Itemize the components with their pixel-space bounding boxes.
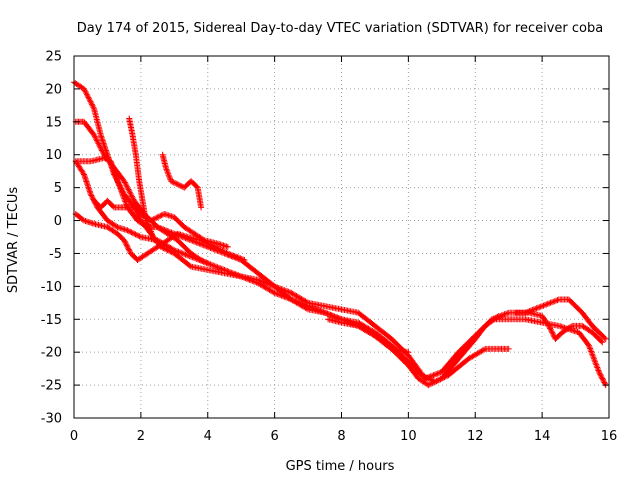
chart-title: Day 174 of 2015, Sidereal Day-to-day VTE…	[77, 21, 603, 36]
y-tick-label: 5	[54, 181, 62, 196]
x-tick-label: 14	[534, 429, 551, 444]
y-tick-label: 0	[54, 214, 62, 229]
series-arc-4	[72, 211, 248, 263]
y-tick-label: 10	[45, 148, 62, 163]
y-axis-label: SDTVAR / TECUs	[6, 187, 21, 294]
x-tick-label: 2	[137, 429, 145, 444]
data-marks	[71, 79, 609, 389]
y-tick-label: 20	[45, 82, 62, 97]
series-arc-2	[72, 118, 512, 385]
x-tick-label: 10	[400, 429, 417, 444]
series-arc-11	[512, 309, 606, 346]
series-arc-10	[489, 316, 609, 389]
series-marks	[489, 316, 609, 389]
y-tick-label: -10	[41, 280, 62, 295]
x-tick-label: 12	[467, 429, 484, 444]
x-tick-label: 6	[270, 429, 278, 444]
series-marks	[159, 151, 205, 211]
series-arc-9	[325, 316, 412, 356]
x-axis-label: GPS time / hours	[286, 459, 395, 474]
y-tick-label: -5	[49, 247, 62, 262]
series-marks	[72, 158, 609, 382]
series-marks	[325, 316, 412, 356]
y-tick-label: -30	[41, 412, 62, 427]
x-tick-label: 0	[70, 429, 78, 444]
series-marks	[72, 118, 512, 385]
series-marks	[91, 197, 231, 250]
y-tick-label: -25	[41, 379, 62, 394]
series-marks	[512, 309, 606, 346]
y-tick-label: -20	[41, 346, 62, 361]
y-tick-label: 15	[45, 115, 62, 130]
axes: 0 2 4 6 8 10 12 14 16 -30 -25 -20 -15 -10 -5 0 5 10 15 20 25	[41, 50, 618, 445]
y-tick-label: 25	[45, 50, 62, 65]
series-marks	[72, 211, 248, 263]
x-tick-label: 4	[204, 429, 212, 444]
x-tick-label: 8	[337, 429, 345, 444]
x-tick-label: 16	[601, 429, 618, 444]
series-arc-7	[159, 151, 205, 211]
grid	[74, 56, 609, 418]
series-arc-3	[72, 158, 609, 382]
y-tick-label: -15	[41, 313, 62, 328]
series-arc-8	[91, 197, 231, 250]
